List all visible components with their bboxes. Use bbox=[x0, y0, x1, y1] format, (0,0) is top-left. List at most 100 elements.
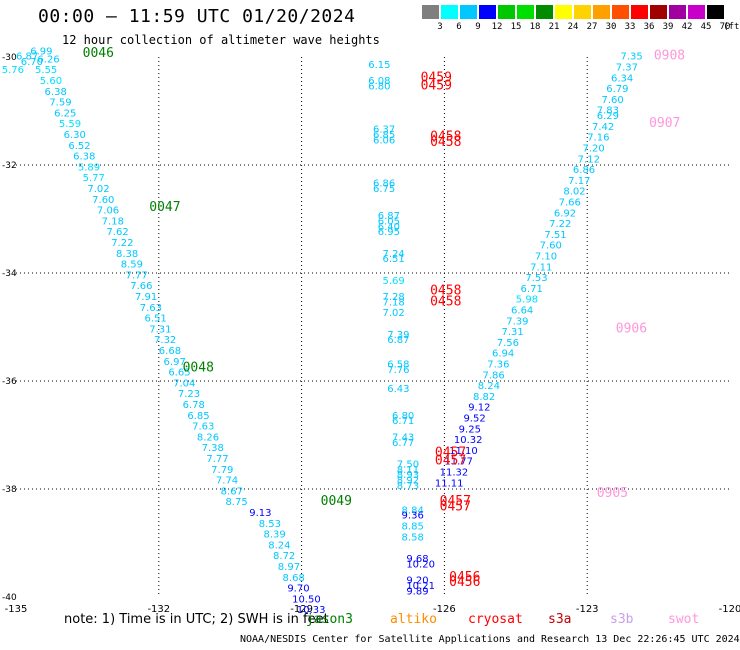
swh-value-label: 8.24 bbox=[268, 540, 290, 551]
swh-value-label: 10.21 bbox=[406, 581, 435, 592]
swh-value-label: 8.97 bbox=[278, 562, 300, 573]
swh-value-label: 7.12 bbox=[578, 154, 600, 165]
swh-value-label: 7.63 bbox=[140, 303, 162, 314]
swh-value-label: 6.37 bbox=[373, 125, 395, 136]
time-label-jason3: 0047 bbox=[149, 200, 180, 215]
swh-value-label: 6.80 bbox=[392, 411, 414, 422]
note-text: note: 1) Time is in UTC; 2) SWH is in fe… bbox=[64, 612, 329, 627]
legend-label: 30 bbox=[605, 22, 617, 32]
swh-value-label: 6.87 bbox=[387, 335, 409, 346]
swh-value-label: 6.85 bbox=[373, 130, 395, 141]
swh-value-label: 9.52 bbox=[463, 414, 485, 425]
swh-value-label: 6.25 bbox=[54, 108, 76, 119]
swh-value-label: 7.20 bbox=[582, 144, 604, 155]
legend-swatch bbox=[707, 5, 724, 19]
time-label-jason3: 0049 bbox=[321, 494, 352, 509]
swh-value-label: 7.77 bbox=[206, 454, 228, 465]
swh-value-label: 8.82 bbox=[473, 392, 495, 403]
legend-swatch bbox=[631, 5, 648, 19]
swh-value-label: 6.52 bbox=[68, 141, 90, 152]
time-label-jason3: 0046 bbox=[83, 46, 114, 61]
satellite-label-altiko: altiko bbox=[390, 612, 437, 627]
swh-value-label: 6.15 bbox=[368, 60, 390, 71]
swh-value-label: 6.43 bbox=[387, 384, 409, 395]
legend-label: 33 bbox=[624, 22, 636, 32]
time-label-swot: 0908 bbox=[654, 49, 685, 64]
swh-value-label: 8.59 bbox=[121, 260, 143, 271]
legend-swatch bbox=[498, 5, 515, 19]
swh-value-label: 6.75 bbox=[373, 184, 395, 195]
y-tick-label: -36 bbox=[2, 377, 17, 387]
swh-value-label: 7.60 bbox=[92, 195, 114, 206]
swh-value-label: 6.87 bbox=[378, 211, 400, 222]
swh-value-label: 7.22 bbox=[549, 219, 571, 230]
y-tick-label: -32 bbox=[2, 161, 17, 171]
x-tick-label: -120 bbox=[719, 604, 740, 615]
swh-value-label: 7.28 bbox=[383, 292, 405, 303]
swh-value-label: 7.38 bbox=[202, 443, 224, 454]
y-tick-label: -34 bbox=[2, 269, 17, 279]
swh-value-label: 8.38 bbox=[116, 249, 138, 260]
swh-value-label: 6.94 bbox=[492, 349, 514, 360]
swh-value-label: 6.08 bbox=[368, 76, 390, 87]
legend-label: 70 bbox=[719, 22, 731, 32]
swh-value-label: 7.31 bbox=[149, 324, 171, 335]
legend-label: 12 bbox=[491, 22, 503, 32]
swh-value-label: 7.11 bbox=[530, 262, 552, 273]
swh-value-label: 6.40 bbox=[378, 222, 400, 233]
legend-label: 3 bbox=[437, 22, 443, 32]
swh-value-label: 10.20 bbox=[406, 559, 435, 570]
swh-value-label: 7.42 bbox=[592, 122, 614, 133]
swh-value-label: 9.68 bbox=[406, 554, 428, 565]
swh-value-label: 8.84 bbox=[402, 505, 424, 516]
swh-value-label: 7.32 bbox=[154, 335, 176, 346]
x-tick-label: -123 bbox=[576, 604, 599, 615]
legend-swatch bbox=[441, 5, 458, 19]
swh-value-label: 7.39 bbox=[506, 316, 528, 327]
swh-value-label: 6.87 bbox=[16, 52, 38, 63]
swh-value-label: 7.16 bbox=[587, 133, 609, 144]
satellite-label-s3a: s3a bbox=[548, 612, 572, 627]
time-label-cryosat: 0458 bbox=[430, 130, 461, 145]
swh-value-label: 7.66 bbox=[559, 198, 581, 209]
swh-value-label: 6.86 bbox=[373, 179, 395, 190]
time-label-cryosat: 0459 bbox=[421, 70, 452, 85]
swh-value-label: 6.97 bbox=[164, 357, 186, 368]
swh-value-label: 9.20 bbox=[406, 576, 428, 587]
swh-value-label: 6.78 bbox=[183, 400, 205, 411]
swh-value-label: 8.02 bbox=[563, 187, 585, 198]
x-tick-label: -126 bbox=[433, 604, 456, 615]
swh-value-label: 7.63 bbox=[192, 422, 214, 433]
legend-swatch bbox=[612, 5, 629, 19]
time-label-cryosat: 0456 bbox=[449, 570, 480, 585]
swh-value-label: 7.17 bbox=[568, 176, 590, 187]
swh-value-label: 6.05 bbox=[378, 216, 400, 227]
y-tick-label: -40 bbox=[2, 593, 17, 603]
swh-value-label: 7.22 bbox=[111, 238, 133, 249]
swh-value-label: 6.51 bbox=[145, 314, 167, 325]
swh-value-label: 7.10 bbox=[535, 252, 557, 263]
footer-credit: NOAA/NESDIS Center for Satellite Applica… bbox=[240, 634, 740, 645]
satellite-label-jason3: jason3 bbox=[306, 612, 353, 627]
time-label-swot: 0907 bbox=[649, 116, 680, 131]
swh-value-label: 9.89 bbox=[406, 586, 428, 597]
chart-subtitle: 12 hour collection of altimeter wave hei… bbox=[62, 33, 380, 47]
legend-swatch bbox=[555, 5, 572, 19]
swh-value-label: 8.75 bbox=[225, 497, 247, 508]
swh-value-label: 7.36 bbox=[487, 360, 509, 371]
legend-swatch bbox=[460, 5, 477, 19]
swh-value-label: 7.62 bbox=[106, 227, 128, 238]
legend-label: 36 bbox=[643, 22, 655, 32]
swh-value-label: 7.91 bbox=[135, 292, 157, 303]
swh-value-label: 9.12 bbox=[468, 403, 490, 414]
time-label-cryosat: 0458 bbox=[430, 135, 461, 150]
swh-value-label: 6.68 bbox=[159, 346, 181, 357]
swh-value-label: 11.10 bbox=[449, 446, 478, 457]
time-label-cryosat: 0458 bbox=[430, 284, 461, 299]
swh-value-label: 7.50 bbox=[397, 459, 419, 470]
legend-label: 27 bbox=[586, 22, 598, 32]
swh-value-label: 6.92 bbox=[554, 208, 576, 219]
time-label-cryosat: 0459 bbox=[421, 78, 452, 93]
legend-label: 39 bbox=[662, 22, 674, 32]
swh-value-label: 11.11 bbox=[435, 478, 464, 489]
